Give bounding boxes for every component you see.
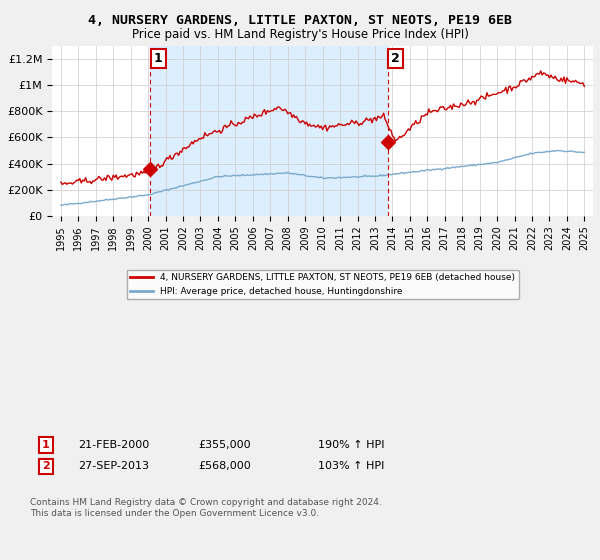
Text: Price paid vs. HM Land Registry's House Price Index (HPI): Price paid vs. HM Land Registry's House …: [131, 28, 469, 41]
Text: 21-FEB-2000: 21-FEB-2000: [78, 440, 149, 450]
Bar: [151, 46, 388, 216]
Text: 190% ↑ HPI: 190% ↑ HPI: [318, 440, 385, 450]
Text: 27-SEP-2013: 27-SEP-2013: [78, 461, 149, 472]
Text: Contains HM Land Registry data © Crown copyright and database right 2024.
This d: Contains HM Land Registry data © Crown c…: [30, 498, 382, 518]
Text: 4, NURSERY GARDENS, LITTLE PAXTON, ST NEOTS, PE19 6EB: 4, NURSERY GARDENS, LITTLE PAXTON, ST NE…: [88, 14, 512, 27]
Text: 103% ↑ HPI: 103% ↑ HPI: [318, 461, 385, 472]
Text: £568,000: £568,000: [198, 461, 251, 472]
Text: 2: 2: [42, 461, 50, 472]
Legend: 4, NURSERY GARDENS, LITTLE PAXTON, ST NEOTS, PE19 6EB (detached house), HPI: Ave: 4, NURSERY GARDENS, LITTLE PAXTON, ST NE…: [127, 270, 518, 300]
Text: 1: 1: [42, 440, 50, 450]
Text: 1: 1: [154, 52, 163, 65]
Text: 2: 2: [391, 52, 400, 65]
Text: £355,000: £355,000: [198, 440, 251, 450]
